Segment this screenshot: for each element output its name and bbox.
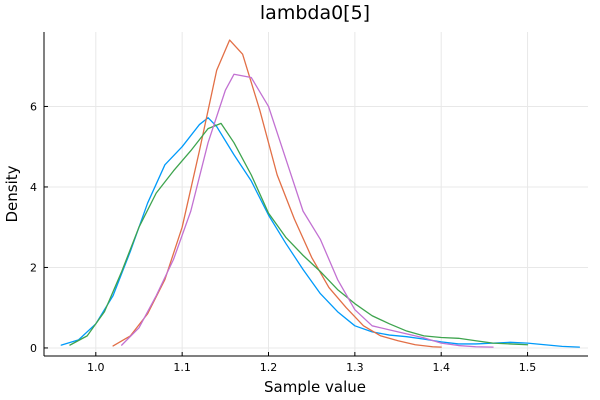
x-tick-label: 1.5 [519,361,537,374]
density-line-2 [112,39,442,348]
x-tick-label: 1.0 [87,361,105,374]
x-axis-label: Sample value [264,378,366,396]
grid [44,32,588,356]
density-line-4 [121,73,494,348]
x-tick-label: 1.3 [346,361,364,374]
x-tick-label: 1.2 [260,361,278,374]
y-tick-label: 2 [30,261,37,274]
density-line-3 [69,122,529,346]
series-lines [60,39,581,348]
y-tick-label: 0 [30,342,37,355]
x-tick-label: 1.4 [432,361,450,374]
y-tick-label: 6 [30,100,37,113]
density-line-1 [60,117,581,348]
chart-title: lambda0[5] [260,2,370,24]
y-axis-label: Density [3,165,21,222]
x-tick-label: 1.1 [173,361,191,374]
y-tick-label: 4 [30,181,37,194]
axes: 1.0 1.1 1.2 1.3 1.4 1.5 0 2 4 6 [30,32,588,374]
